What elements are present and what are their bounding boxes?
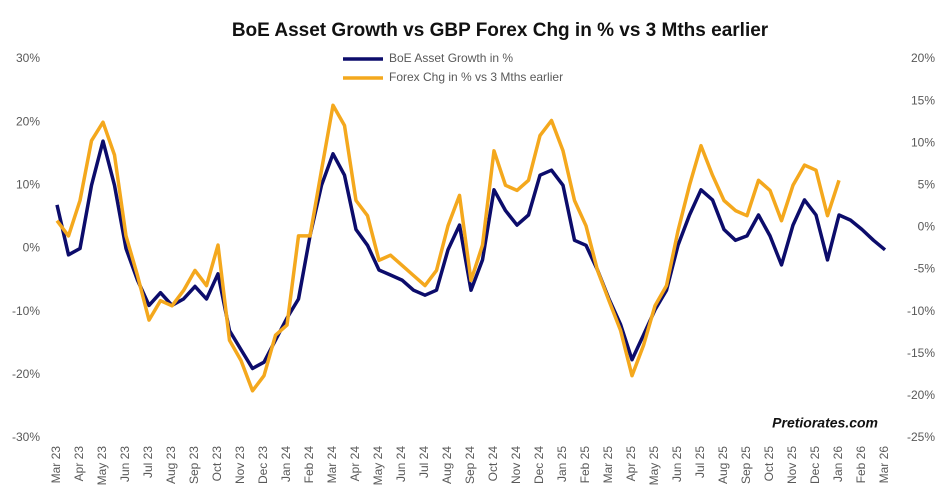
x-tick-label: Nov 25 xyxy=(785,446,799,484)
x-tick-label: Jun 24 xyxy=(394,446,408,482)
watermark: Pretiorates.com xyxy=(772,415,878,431)
x-tick-label: Apr 24 xyxy=(348,446,362,482)
x-tick-label: May 25 xyxy=(647,446,661,486)
x-tick-label: May 24 xyxy=(371,446,385,486)
y2-tick-label: -15% xyxy=(907,346,935,360)
x-tick-label: Mar 26 xyxy=(877,446,891,484)
x-tick-label: Dec 23 xyxy=(256,446,270,484)
y-tick-label: 20% xyxy=(16,114,40,128)
x-tick-label: Jun 25 xyxy=(670,446,684,482)
x-tick-label: Jan 24 xyxy=(279,446,293,482)
y2-tick-label: 10% xyxy=(911,135,935,149)
y2-tick-label: 20% xyxy=(911,51,935,65)
y-tick-label: 30% xyxy=(16,51,40,65)
series-line xyxy=(55,139,887,371)
x-tick-label: Mar 25 xyxy=(601,446,615,484)
y2-tick-label: 5% xyxy=(918,178,936,192)
x-tick-label: Feb 25 xyxy=(578,446,592,484)
x-tick-label: Aug 25 xyxy=(716,446,730,484)
x-tick-label: Mar 24 xyxy=(325,446,339,484)
x-tick-label: Dec 24 xyxy=(532,446,546,484)
x-tick-label: Sep 23 xyxy=(187,446,201,484)
x-tick-label: Jul 23 xyxy=(141,446,155,478)
x-tick-label: Apr 23 xyxy=(72,446,86,482)
y-tick-label: -30% xyxy=(12,430,40,444)
x-tick-label: Jul 24 xyxy=(417,446,431,478)
x-tick-label: May 23 xyxy=(95,446,109,486)
y-tick-label: 10% xyxy=(16,178,40,192)
y-tick-label: 0% xyxy=(23,241,41,255)
x-tick-label: Oct 23 xyxy=(210,446,224,482)
y2-tick-label: -10% xyxy=(907,304,935,318)
x-tick-label: Nov 23 xyxy=(233,446,247,484)
x-tick-label: Sep 25 xyxy=(739,446,753,484)
y-tick-label: -20% xyxy=(12,367,40,381)
x-tick-label: Oct 24 xyxy=(486,446,500,482)
x-tick-label: Jun 23 xyxy=(118,446,132,482)
x-tick-label: Mar 23 xyxy=(49,446,63,484)
legend-label: BoE Asset Growth in % xyxy=(389,51,513,65)
x-tick-label: Nov 24 xyxy=(509,446,523,484)
chart-title: BoE Asset Growth vs GBP Forex Chg in % v… xyxy=(232,20,769,41)
x-tick-label: Jan 25 xyxy=(555,446,569,482)
x-tick-label: Dec 25 xyxy=(808,446,822,484)
x-tick-label: Apr 25 xyxy=(624,446,638,482)
series-line xyxy=(55,103,841,393)
x-tick-label: Sep 24 xyxy=(463,446,477,484)
y2-tick-label: -25% xyxy=(907,430,935,444)
x-tick-label: Oct 25 xyxy=(762,446,776,482)
y-tick-label: -10% xyxy=(12,304,40,318)
x-tick-label: Aug 23 xyxy=(164,446,178,484)
y2-tick-label: 15% xyxy=(911,93,935,107)
y2-tick-label: -20% xyxy=(907,388,935,402)
x-tick-label: Feb 26 xyxy=(854,446,868,484)
x-tick-label: Jul 25 xyxy=(693,446,707,478)
x-tick-label: Feb 24 xyxy=(302,446,316,484)
x-tick-label: Aug 24 xyxy=(440,446,454,484)
y2-tick-label: 0% xyxy=(918,220,936,234)
x-tick-label: Jan 26 xyxy=(831,446,845,482)
legend-label: Forex Chg in % vs 3 Mths earlier xyxy=(389,70,563,84)
y2-tick-label: -5% xyxy=(914,262,936,276)
